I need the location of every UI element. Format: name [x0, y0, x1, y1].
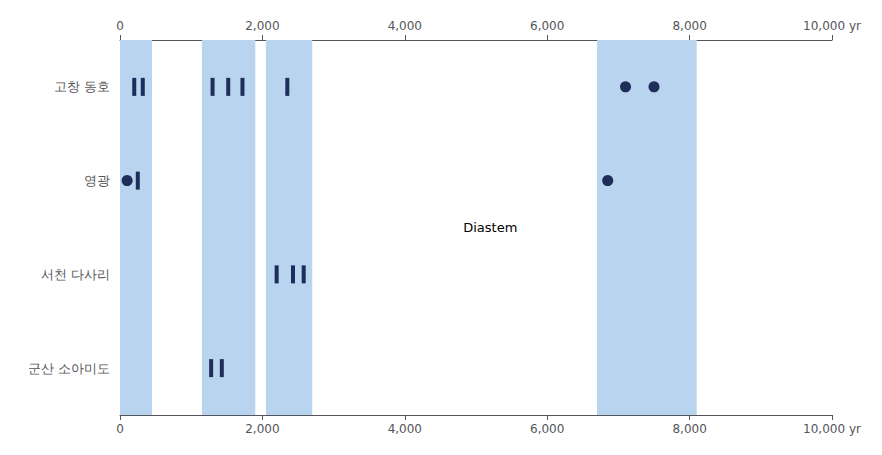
svg-text:영광: 영광 [84, 173, 110, 188]
svg-text:4,000: 4,000 [388, 19, 422, 33]
svg-text:Diastem: Diastem [463, 220, 517, 235]
svg-text:고창 동호: 고창 동호 [54, 79, 110, 94]
svg-text:8,000: 8,000 [672, 19, 706, 33]
svg-text:서천 다사리: 서천 다사리 [41, 267, 110, 282]
svg-text:10,000 yr: 10,000 yr [803, 422, 861, 436]
svg-text:10,000 yr: 10,000 yr [803, 19, 861, 33]
svg-text:4,000: 4,000 [388, 422, 422, 436]
svg-text:6,000: 6,000 [530, 19, 564, 33]
svg-text:2,000: 2,000 [245, 422, 279, 436]
svg-text:0: 0 [116, 422, 124, 436]
svg-text:8,000: 8,000 [672, 422, 706, 436]
svg-text:2,000: 2,000 [245, 19, 279, 33]
svg-text:군산 소아미도: 군산 소아미도 [28, 361, 110, 376]
svg-text:6,000: 6,000 [530, 422, 564, 436]
svg-text:0: 0 [116, 19, 124, 33]
